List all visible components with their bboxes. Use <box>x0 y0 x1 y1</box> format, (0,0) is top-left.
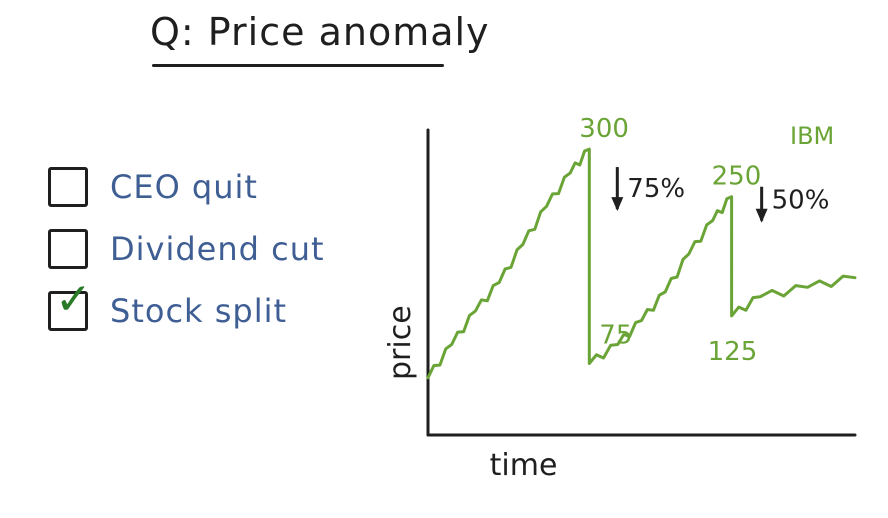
y-axis-label: price <box>383 305 418 380</box>
option-dividend-cut[interactable]: Dividend cut <box>48 218 325 280</box>
price-chart-svg: time price IBM 300 75 250 125 75% 50% <box>383 114 857 483</box>
checkbox[interactable] <box>48 229 88 269</box>
annotation-peak-300: 300 <box>579 114 629 144</box>
option-stock-split[interactable]: ✓ Stock split <box>48 278 325 342</box>
annotation-drop-50pct: 50% <box>772 186 830 216</box>
checkbox-checked[interactable]: ✓ <box>48 278 92 331</box>
down-arrow-icon <box>611 197 624 212</box>
option-label: Dividend cut <box>110 230 325 268</box>
title-underline <box>152 64 444 67</box>
annotation-trough-75: 75 <box>599 321 632 351</box>
option-label: CEO quit <box>110 168 258 206</box>
x-axis-label: time <box>490 448 558 483</box>
series-line-ibm <box>426 147 857 380</box>
page-title: Q: Price anomaly <box>150 10 490 54</box>
down-arrow-icon <box>755 208 768 223</box>
legend-ibm: IBM <box>790 122 834 150</box>
option-ceo-quit[interactable]: CEO quit <box>48 156 325 218</box>
answer-options: CEO quit Dividend cut ✓ Stock split <box>48 156 325 342</box>
annotation-peak-250: 250 <box>712 162 762 192</box>
price-chart: time price IBM 300 75 250 125 75% 50% <box>370 110 870 510</box>
checkbox[interactable] <box>48 167 88 207</box>
option-label: Stock split <box>110 292 288 330</box>
annotation-trough-125: 125 <box>708 337 758 367</box>
checkmark-icon: ✓ <box>55 274 92 325</box>
annotation-drop-75pct: 75% <box>627 174 685 204</box>
